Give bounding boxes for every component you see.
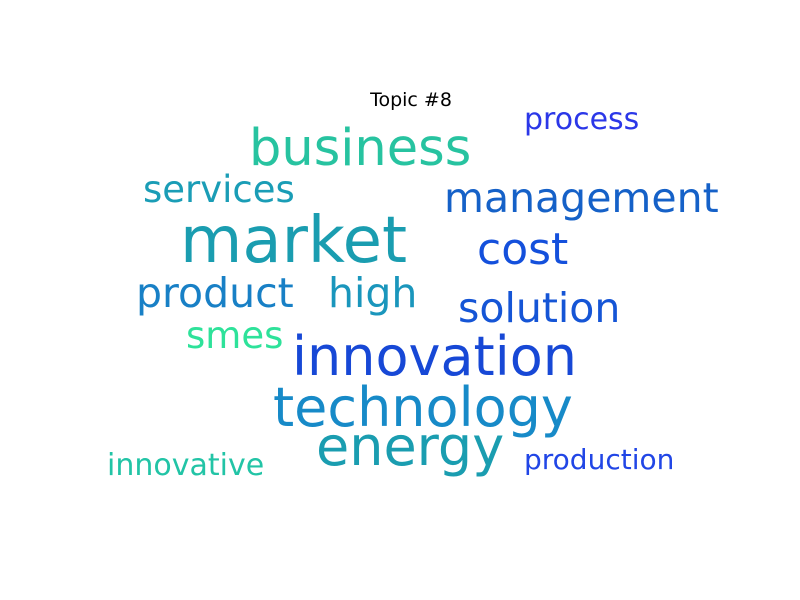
word-business: business — [249, 119, 472, 178]
word-energy: energy — [316, 415, 505, 478]
word-technology: technology — [273, 376, 573, 439]
word-cost: cost — [477, 224, 569, 275]
word-solution: solution — [458, 284, 621, 332]
word-smes: smes — [186, 314, 284, 357]
word-management: management — [444, 174, 719, 222]
word-production: production — [524, 443, 675, 476]
word-product: product — [136, 269, 294, 317]
word-services: services — [143, 168, 295, 211]
word-innovation: innovation — [292, 325, 577, 388]
word-high: high — [328, 269, 418, 317]
plot-title: Topic #8 — [370, 89, 452, 111]
word-market: market — [180, 204, 408, 278]
word-process: process — [524, 102, 640, 137]
word-innovative: innovative — [107, 448, 265, 483]
